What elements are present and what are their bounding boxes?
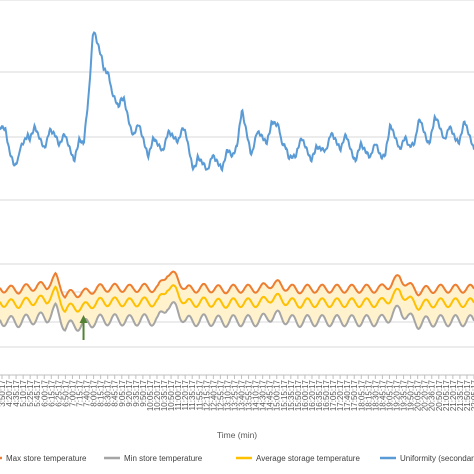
x-tick-label: 5:25:17 [26,379,35,406]
x-axis-title: Time (min) [217,430,257,440]
x-tick-label: 14:30:17 [259,379,268,411]
x-tick-label: 6:15:17 [47,379,56,406]
x-tick-label: 4:20:17 [5,379,14,406]
x-tick-label: 20:05:17 [414,379,423,411]
x-tick-label: 11:35:17 [188,379,197,410]
x-tick-label: 13:10:17 [223,379,232,411]
x-tick-label: 6:00:17 [40,379,49,406]
x-tick-label: 21:35:17 [456,379,465,411]
x-tick-label: 18:05:17 [357,379,366,411]
x-tick-label: 20:20:17 [421,379,430,411]
x-tick-label: 8:30:17 [104,379,113,406]
x-tick-label: 6:25:17 [54,379,63,406]
x-tick-label: 12:40:17 [209,379,218,411]
x-tick-label: 13:55:17 [245,379,254,411]
x-tick-label: 15:00:17 [273,379,282,411]
x-tick-label: 18:15:17 [364,379,373,411]
x-tick-label: 5:45:17 [33,379,42,406]
x-tick-label: 13:25:17 [230,379,239,411]
series-average-storage-temperature [0,284,474,314]
x-tick-label: 10:20:17 [153,379,162,411]
x-tick-label: 21:20:17 [449,379,458,411]
legend-label: Min store temperature [124,454,203,463]
x-tick-label: 9:35:17 [132,379,141,406]
x-tick-label: 20:50:17 [435,379,444,411]
legend-label: Uniformity (secondary axis) [400,454,474,463]
x-tick-label: 18:45:17 [378,379,387,411]
x-tick-label: 21:05:17 [442,379,451,411]
x-tick-label: 17:20:17 [336,379,345,411]
x-tick-label: 11:20:17 [181,379,190,410]
series-min-store-temperature [0,301,474,332]
x-tick-label: 7:15:17 [75,379,84,406]
x-tick-label: 17:40:17 [343,379,352,411]
x-tick-label: 19:35:17 [400,379,409,411]
legend-label: Max store temperature [6,454,87,463]
x-tick-label: 14:10:17 [252,379,261,411]
x-tick-label: 10:05:17 [146,379,155,411]
x-tick-label: 13:40:17 [238,379,247,411]
x-tick-label: 7:40:17 [83,379,92,406]
x-tick-label: 15:15:17 [280,379,289,411]
x-tick-label: 4:35:17 [12,379,21,406]
x-tick-label: 17:05:17 [329,379,338,411]
x-tick-label: 19:05:17 [385,379,394,411]
x-tick-label: 3:50:17 [0,379,7,406]
arrow-head [79,315,88,323]
x-tick-label: 19:50:17 [407,379,416,411]
x-tick-label: 5:10:17 [19,379,28,406]
x-tick-label: 6:50:17 [61,379,70,406]
x-tick-label: 17:50:17 [350,379,359,411]
x-tick-label: 22:05:17 [470,379,474,411]
x-tick-label: 9:20:17 [125,379,134,406]
legend: Max store temperature Min store temperatu… [0,454,474,463]
x-tick-label: 18:30:17 [371,379,380,411]
x-tick-label: 19:20:17 [393,379,402,411]
x-tick-label: 16:20:17 [308,379,317,411]
x-tick-label: 12:55:17 [216,379,225,411]
x-tick-label: 15:50:17 [294,379,303,411]
x-tick-label: 10:50:17 [167,379,176,411]
x-tick-label: 9:05:17 [118,379,127,406]
legend-label: Average storage temperature [256,454,360,463]
x-tick-label: 16:00:17 [301,379,310,411]
x-tick-label: 14:45:17 [266,379,275,411]
x-tick-label: 8:45:17 [111,379,120,406]
x-tick-label: 11:55:17 [195,379,204,410]
series-uniformity [0,31,474,173]
series-lines [0,31,474,332]
x-tick-label: 15:35:17 [287,379,296,411]
x-tick-label: 12:15:17 [202,379,211,411]
x-axis: 3:50:174:20:174:35:175:10:175:25:175:45:… [0,375,474,411]
x-tick-label: 7:00:17 [68,379,77,406]
x-tick-label: 8:15:17 [97,379,106,406]
x-tick-label: 10:35:17 [160,379,169,411]
x-tick-label: 21:50:17 [463,379,472,411]
green-arrow-marker [79,315,88,340]
x-tick-label: 16:35:17 [315,379,324,411]
x-tick-label: 8:00:17 [90,379,99,406]
series-max-store-temperature [0,270,474,299]
x-tick-label: 9:50:17 [139,379,148,406]
x-tick-label: 20:36:17 [428,379,437,411]
x-tick-label: 11:00:17 [174,379,183,410]
x-tick-label: 16:50:17 [322,379,331,411]
